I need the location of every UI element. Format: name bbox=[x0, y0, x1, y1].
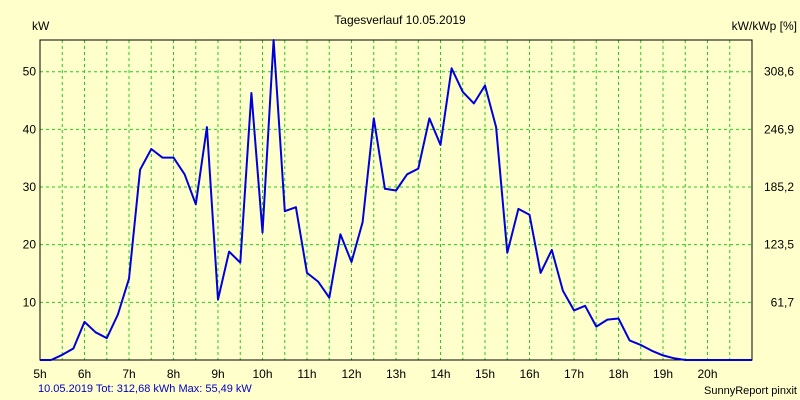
x-tick-label: 10h bbox=[252, 367, 272, 381]
plot-frame bbox=[39, 39, 753, 361]
x-tick-label: 11h bbox=[297, 367, 316, 381]
x-tick-label: 13h bbox=[386, 367, 406, 381]
footer-summary: 10.05.2019 Tot: 312,68 kWh Max: 55,49 kW bbox=[38, 383, 252, 395]
chart-title: Tagesverlauf 10.05.2019 bbox=[334, 13, 466, 27]
x-tick-label: 14h bbox=[430, 367, 450, 381]
y-tick-label-left: 50 bbox=[23, 65, 37, 79]
series-line bbox=[40, 39, 752, 361]
y-tick-label-right: 308,6 bbox=[764, 65, 794, 79]
y-axis-label-right: kW/kWp [%] bbox=[732, 19, 797, 33]
footer-credit: SunnyReport pinxit bbox=[704, 385, 797, 397]
y-tick-label-left: 10 bbox=[23, 295, 37, 309]
x-tick-label: 19h bbox=[653, 367, 673, 381]
x-tick-labels: 5h 6h 7h 8h 9h 10h 11h 12h 13h 14h 15h 16h 17h 18h 19h… bbox=[33, 367, 717, 381]
line-layer bbox=[40, 39, 752, 361]
x-tick-label: 17h bbox=[564, 367, 584, 381]
y-tick-labels-right: 61,7 123,5 185,2 246,9 308,6 bbox=[764, 65, 794, 310]
x-tick-label: 9h bbox=[211, 367, 224, 381]
y-tick-label-left: 30 bbox=[23, 180, 37, 194]
x-tick-label: 6h bbox=[78, 367, 91, 381]
x-tick-label: 20h bbox=[697, 367, 717, 381]
x-tick-label: 18h bbox=[608, 367, 628, 381]
grid-layer bbox=[40, 40, 752, 360]
y-axis-label-left: kW bbox=[32, 19, 50, 33]
x-tick-label: 12h bbox=[341, 367, 361, 381]
y-tick-label-right: 185,2 bbox=[764, 180, 794, 194]
y-tick-label-right: 61,7 bbox=[771, 295, 795, 309]
y-tick-label-left: 20 bbox=[23, 238, 37, 252]
y-tick-label-right: 246,9 bbox=[764, 122, 794, 136]
x-tick-label: 15h bbox=[475, 367, 495, 381]
y-tick-label-left: 40 bbox=[23, 122, 37, 136]
x-tick-label: 7h bbox=[122, 367, 135, 381]
x-tick-label: 8h bbox=[167, 367, 180, 381]
y-tick-label-right: 123,5 bbox=[764, 238, 794, 252]
y-tick-labels-left: 10 20 30 40 50 bbox=[23, 65, 37, 310]
x-tick-label: 16h bbox=[519, 367, 539, 381]
x-tick-label: 5h bbox=[33, 367, 46, 381]
